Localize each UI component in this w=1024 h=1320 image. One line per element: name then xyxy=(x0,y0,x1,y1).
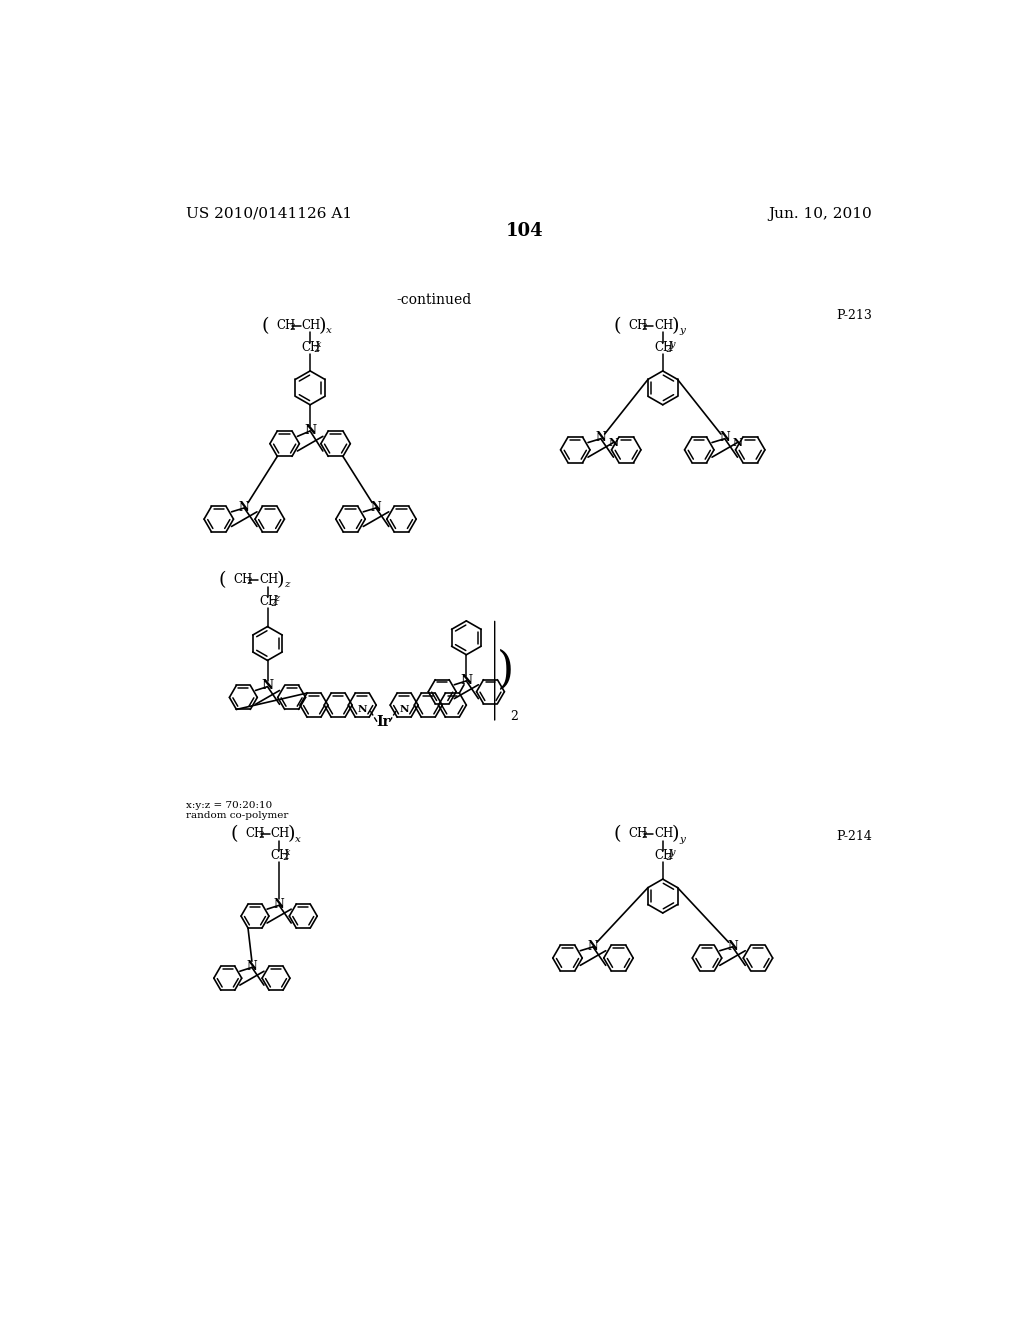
Text: CH: CH xyxy=(245,828,264,841)
Text: x: x xyxy=(295,834,301,843)
Text: N: N xyxy=(595,432,606,445)
Text: N: N xyxy=(727,940,738,953)
Text: N: N xyxy=(608,437,618,447)
Text: P-214: P-214 xyxy=(837,830,872,843)
Text: N: N xyxy=(588,940,598,953)
Text: CH: CH xyxy=(654,319,674,333)
Text: CH: CH xyxy=(233,573,253,586)
Text: ): ) xyxy=(672,317,679,335)
Text: 2: 2 xyxy=(283,853,288,862)
Text: random co-polymer: random co-polymer xyxy=(186,812,289,821)
Text: 2: 2 xyxy=(270,599,276,609)
Text: N: N xyxy=(304,424,316,437)
Text: N: N xyxy=(399,705,409,714)
Text: x: x xyxy=(316,341,322,350)
Text: CH: CH xyxy=(654,341,674,354)
Text: 2: 2 xyxy=(642,832,647,841)
Text: CH: CH xyxy=(276,319,295,333)
Text: 2: 2 xyxy=(642,323,647,333)
Text: CH: CH xyxy=(259,573,279,586)
Text: (: ( xyxy=(230,825,238,843)
Text: y: y xyxy=(669,341,675,350)
Text: ): ) xyxy=(318,317,327,335)
Text: CH: CH xyxy=(270,828,290,841)
Text: CH: CH xyxy=(302,341,321,354)
Text: y: y xyxy=(679,834,685,843)
Text: (: ( xyxy=(614,825,622,843)
Text: CH: CH xyxy=(259,594,279,607)
Text: 2: 2 xyxy=(313,345,318,354)
Text: CH: CH xyxy=(654,828,674,841)
Text: 2: 2 xyxy=(666,853,672,862)
Text: y: y xyxy=(679,326,685,335)
Text: N: N xyxy=(247,960,257,973)
Text: N: N xyxy=(273,898,285,911)
Text: N: N xyxy=(371,500,381,513)
Text: z: z xyxy=(273,594,279,603)
Text: CH: CH xyxy=(302,319,321,333)
Text: ): ) xyxy=(288,825,295,843)
Text: N: N xyxy=(357,705,367,714)
Text: 2: 2 xyxy=(258,832,264,841)
Text: US 2010/0141126 A1: US 2010/0141126 A1 xyxy=(186,207,352,220)
Text: x:y:z = 70:20:10: x:y:z = 70:20:10 xyxy=(186,801,272,809)
Text: z: z xyxy=(284,581,289,590)
Text: 2: 2 xyxy=(510,710,518,723)
Text: (: ( xyxy=(219,572,226,589)
Text: N: N xyxy=(239,500,250,513)
Text: 104: 104 xyxy=(506,222,544,239)
Text: ): ) xyxy=(672,825,679,843)
Text: CH: CH xyxy=(270,849,290,862)
Text: 2: 2 xyxy=(289,323,295,333)
Text: -continued: -continued xyxy=(396,293,472,308)
Text: P-213: P-213 xyxy=(837,309,872,322)
Text: ): ) xyxy=(276,572,284,589)
Text: CH: CH xyxy=(654,849,674,862)
Text: N: N xyxy=(732,437,742,447)
Text: Jun. 10, 2010: Jun. 10, 2010 xyxy=(768,207,872,220)
Text: CH: CH xyxy=(629,828,648,841)
Text: CH: CH xyxy=(629,319,648,333)
Text: N: N xyxy=(460,673,472,686)
Text: N: N xyxy=(720,432,730,445)
Text: y: y xyxy=(669,849,675,858)
Text: N: N xyxy=(261,680,273,693)
Text: (: ( xyxy=(614,317,622,335)
Text: (: ( xyxy=(261,317,269,335)
Text: 2: 2 xyxy=(666,345,672,354)
Text: 2: 2 xyxy=(247,577,252,586)
Text: x: x xyxy=(327,326,332,335)
Text: Ir: Ir xyxy=(376,714,390,729)
Text: x: x xyxy=(286,849,291,858)
Text: ): ) xyxy=(497,649,514,692)
